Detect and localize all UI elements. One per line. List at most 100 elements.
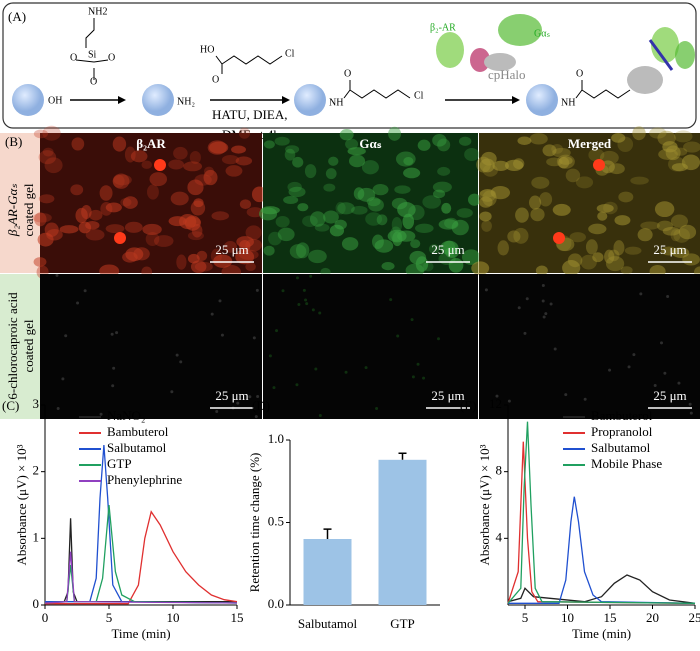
cell (674, 148, 687, 156)
cell (655, 201, 674, 217)
x-tick-label: 15 (604, 610, 617, 625)
cell (638, 228, 653, 241)
cell (111, 384, 114, 387)
cell (39, 150, 57, 164)
cell (411, 318, 414, 321)
row-label: β₂AR-Gαₛ (5, 184, 20, 237)
cell (368, 198, 384, 211)
cell (34, 257, 47, 267)
cell (542, 284, 545, 287)
scale-bar-label: 25 μm (653, 242, 686, 257)
cell (55, 274, 58, 277)
y-tick-label: 4 (496, 529, 503, 544)
panel-label: (A) (8, 9, 26, 24)
cell (191, 260, 206, 273)
cell (264, 246, 275, 256)
cell (564, 393, 567, 396)
scale-bar-label: 25 μm (653, 388, 686, 403)
cell (264, 140, 275, 148)
cell (449, 258, 464, 273)
cell (125, 247, 143, 261)
cell (388, 127, 401, 141)
cell (305, 164, 316, 178)
cell (677, 382, 680, 385)
legend-label: Bambuterol (107, 424, 169, 439)
cell (276, 216, 290, 228)
bond (216, 56, 282, 74)
cell (100, 413, 103, 416)
y-tick-label: 1.0 (268, 431, 284, 446)
cell (604, 250, 614, 264)
cell (304, 299, 307, 302)
cell (666, 295, 669, 298)
cell (319, 414, 322, 417)
x-tick-label: 5 (522, 610, 529, 625)
cell (231, 146, 246, 154)
cell (539, 192, 552, 206)
x-tick-label: 10 (167, 610, 180, 625)
cell (628, 365, 631, 368)
bead (12, 84, 44, 116)
cell (42, 126, 60, 141)
cell (32, 213, 51, 223)
cell (397, 202, 416, 217)
cell (682, 154, 700, 170)
cell (550, 303, 553, 306)
cell (275, 137, 290, 146)
bead (294, 84, 326, 116)
cell (689, 403, 692, 406)
cell (328, 157, 338, 166)
cell (382, 262, 395, 270)
cell (305, 302, 308, 305)
series-line (45, 552, 237, 603)
cell (275, 329, 278, 332)
cell (221, 334, 224, 337)
cell (580, 255, 596, 270)
cell (531, 177, 549, 189)
cell (618, 192, 633, 203)
cell (297, 203, 308, 211)
chem-label: O (576, 68, 583, 79)
cell (100, 202, 112, 216)
cell (517, 137, 531, 145)
bead (142, 84, 174, 116)
cell (481, 220, 492, 232)
bar (304, 539, 352, 605)
bar (379, 460, 427, 605)
y-tick-label: 3 (33, 396, 40, 411)
cell (614, 215, 630, 225)
cell (508, 400, 511, 403)
cell (471, 261, 489, 275)
cell (608, 369, 611, 372)
protein-label: β₂-AR (430, 22, 456, 33)
cell (529, 196, 541, 210)
cell (303, 289, 306, 292)
error-bar (399, 453, 407, 460)
cell (457, 208, 473, 218)
x-tick-label: Salbutamol (298, 616, 358, 631)
cell (84, 289, 87, 292)
cell (323, 184, 335, 192)
cell (479, 211, 491, 221)
x-axis-label: Time (min) (572, 626, 631, 641)
cell (191, 201, 205, 216)
cell (397, 231, 415, 242)
cell (296, 276, 299, 279)
cell (211, 211, 229, 220)
cell (542, 300, 545, 303)
cell (120, 198, 131, 207)
cell (76, 301, 79, 304)
cell (309, 275, 312, 278)
chem-label: HO (200, 44, 214, 55)
cell (215, 410, 218, 413)
cell (375, 239, 394, 252)
bright-spot (553, 232, 565, 244)
bond (576, 80, 630, 98)
cell (209, 142, 228, 154)
chem-label: NH (329, 97, 343, 108)
x-tick-label: 15 (231, 610, 244, 625)
cell (632, 126, 645, 140)
cell (222, 155, 239, 164)
x-tick-label: 0 (42, 610, 49, 625)
cell (60, 225, 79, 233)
